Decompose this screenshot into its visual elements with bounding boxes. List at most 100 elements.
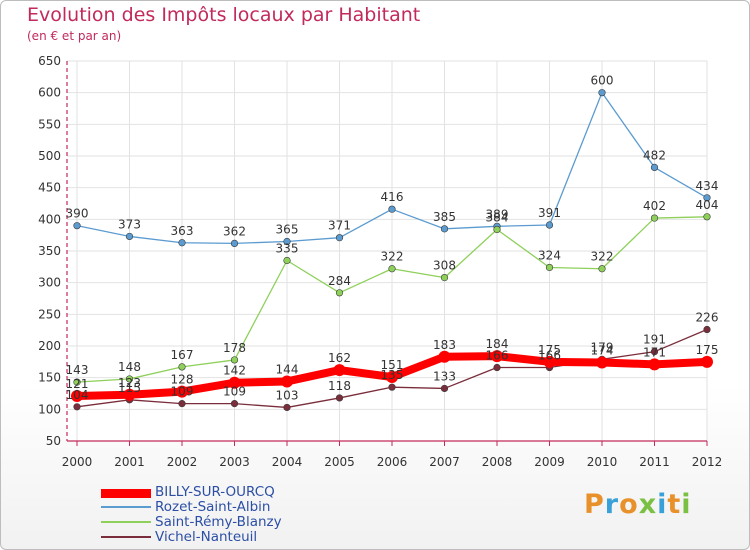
data-label: 109 xyxy=(171,385,194,399)
data-point xyxy=(335,289,344,297)
data-point xyxy=(596,356,608,369)
y-tick-label: 450 xyxy=(38,181,61,195)
data-label: 362 xyxy=(223,224,246,238)
x-tick-label: 2005 xyxy=(324,455,355,469)
data-point xyxy=(648,358,661,371)
data-point xyxy=(71,390,83,403)
x-tick-label: 2000 xyxy=(62,455,93,469)
data-point xyxy=(283,256,291,265)
data-label: 373 xyxy=(118,217,141,231)
data-label: 384 xyxy=(486,210,509,224)
y-tick-label: 600 xyxy=(38,86,61,100)
y-tick-label: 200 xyxy=(38,339,61,353)
data-label: 144 xyxy=(276,362,299,376)
data-label: 183 xyxy=(433,338,456,352)
data-point xyxy=(335,394,344,402)
data-label: 121 xyxy=(66,377,89,391)
data-point xyxy=(73,378,81,386)
data-point xyxy=(228,376,241,389)
x-tick-label: 2002 xyxy=(167,455,198,469)
data-point xyxy=(73,222,81,230)
data-label: 363 xyxy=(171,224,194,238)
legend-label-saint-remy: Saint-Rémy-Blanzy xyxy=(155,514,282,530)
data-label: 284 xyxy=(328,274,351,288)
data-label: 123 xyxy=(118,376,141,390)
data-point xyxy=(545,221,554,229)
data-point xyxy=(73,403,81,411)
data-point xyxy=(703,213,711,221)
data-label: 175 xyxy=(538,343,561,357)
data-label: 226 xyxy=(696,311,719,325)
data-point xyxy=(493,363,501,372)
x-tick-label: 2011 xyxy=(639,455,670,469)
x-tick-label: 2012 xyxy=(692,455,723,469)
data-label: 151 xyxy=(381,358,404,372)
data-point xyxy=(178,239,186,247)
y-tick-label: 100 xyxy=(38,402,61,416)
data-point xyxy=(333,364,346,377)
legend-item-vichel: Vichel-Nanteuil xyxy=(101,529,401,545)
data-label: 142 xyxy=(223,364,246,378)
data-point xyxy=(283,237,291,246)
data-label: 335 xyxy=(276,242,299,256)
data-label: 191 xyxy=(643,333,666,347)
x-tick-label: 2004 xyxy=(272,455,303,469)
data-label: 184 xyxy=(486,337,509,351)
y-tick-label: 350 xyxy=(38,244,61,258)
data-point xyxy=(545,263,554,272)
data-label: 402 xyxy=(643,199,666,213)
data-label: 600 xyxy=(591,74,614,88)
data-point xyxy=(598,265,606,273)
y-tick-label: 50 xyxy=(46,434,61,448)
chart-subtitle: (en € et par an) xyxy=(27,29,122,43)
data-label: 174 xyxy=(591,343,614,357)
y-tick-label: 300 xyxy=(38,276,61,290)
legend-item-billy: BILLY-SUR-OURCQ xyxy=(101,484,401,500)
y-tick-label: 400 xyxy=(38,212,61,226)
data-label: 103 xyxy=(276,388,299,402)
legend-item-rozet: Rozet-Saint-Albin xyxy=(101,499,401,515)
data-label: 385 xyxy=(433,210,456,224)
data-label: 179 xyxy=(591,340,614,354)
legend-swatch-vichel xyxy=(101,536,151,538)
data-point xyxy=(703,325,711,334)
x-tick-label: 2003 xyxy=(219,455,250,469)
chart-title: Evolution des Impôts locaux par Habitant xyxy=(27,4,421,26)
data-label: 135 xyxy=(381,368,404,382)
x-tick-label: 2008 xyxy=(482,455,513,469)
data-point xyxy=(650,348,659,356)
legend-item-saint-remy: Saint-Rémy-Blanzy xyxy=(101,514,401,530)
x-tick-label: 2001 xyxy=(114,455,145,469)
data-label: 322 xyxy=(381,250,404,264)
data-label: 109 xyxy=(223,385,246,399)
data-label: 115 xyxy=(118,381,141,395)
data-label: 371 xyxy=(328,219,351,233)
x-tick-label: 2006 xyxy=(377,455,408,469)
data-point xyxy=(283,403,291,412)
y-tick-label: 250 xyxy=(38,307,61,321)
data-point xyxy=(440,274,449,282)
data-label: 416 xyxy=(381,190,404,204)
data-label: 143 xyxy=(66,363,89,377)
data-point xyxy=(281,375,293,388)
data-label: 365 xyxy=(276,223,299,237)
data-point xyxy=(493,225,501,234)
data-point xyxy=(335,234,344,242)
data-point xyxy=(388,265,396,273)
data-point xyxy=(178,400,186,408)
data-point xyxy=(438,350,451,363)
data-label: 391 xyxy=(538,206,561,220)
data-label: 434 xyxy=(696,179,719,193)
data-label: 133 xyxy=(433,369,456,383)
data-point xyxy=(650,214,659,222)
legend-label-rozet: Rozet-Saint-Albin xyxy=(155,499,271,515)
data-label: 308 xyxy=(433,259,456,273)
legend-swatch-saint-remy xyxy=(101,521,151,523)
data-point xyxy=(125,232,134,241)
legend-label-vichel: Vichel-Nanteuil xyxy=(155,529,258,545)
y-tick-label: 150 xyxy=(38,371,61,385)
data-point xyxy=(703,194,711,202)
y-tick-label: 550 xyxy=(38,117,61,131)
data-label: 148 xyxy=(118,360,141,374)
